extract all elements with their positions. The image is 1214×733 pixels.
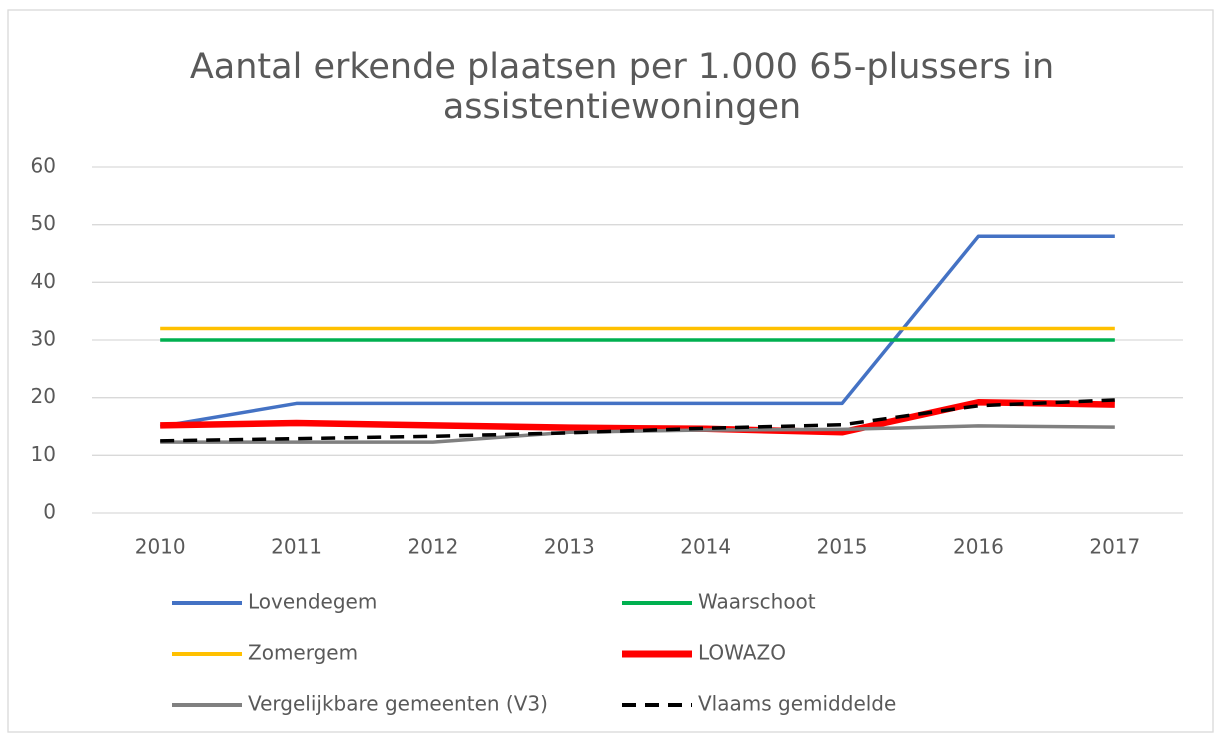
x-tick-label: 2013 <box>544 535 595 559</box>
x-tick-label: 2010 <box>135 535 186 559</box>
y-tick-label: 50 <box>31 211 56 235</box>
y-tick-label: 30 <box>31 327 56 351</box>
x-tick-label: 2014 <box>680 535 731 559</box>
x-tick-label: 2011 <box>271 535 322 559</box>
legend-label: Zomergem <box>248 641 358 665</box>
chart-title: assistentiewoningen <box>443 87 801 127</box>
legend-label: Waarschoot <box>698 590 816 614</box>
y-tick-label: 10 <box>31 442 56 466</box>
line-series <box>160 424 1115 444</box>
x-tick-label: 2016 <box>953 535 1004 559</box>
x-tick-label: 2012 <box>407 535 458 559</box>
y-tick-label: 60 <box>31 154 56 178</box>
legend-label: Vergelijkbare gemeenten (V3) <box>248 692 548 716</box>
y-tick-label: 40 <box>31 269 56 293</box>
y-tick-label: 20 <box>31 384 56 408</box>
legend-label: Lovendegem <box>248 590 377 614</box>
chart-title: Aantal erkende plaatsen per 1.000 65-plu… <box>190 47 1054 87</box>
x-tick-label: 2015 <box>817 535 868 559</box>
legend-label: LOWAZO <box>698 641 786 665</box>
x-tick-label: 2017 <box>1089 535 1140 559</box>
chart-border <box>7 9 1214 733</box>
line-series <box>160 399 1115 436</box>
line-series <box>159 234 1115 429</box>
y-tick-label: 0 <box>43 500 56 524</box>
legend-label: Vlaams gemiddelde <box>698 692 896 716</box>
